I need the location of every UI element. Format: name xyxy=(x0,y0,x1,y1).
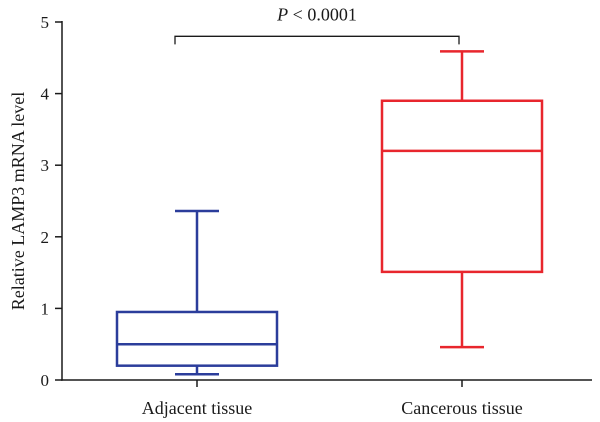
y-ticks: 0 1 2 3 4 5 xyxy=(41,13,62,390)
y-tick-label: 2 xyxy=(41,228,50,247)
y-tick-label: 5 xyxy=(41,13,50,32)
box-group xyxy=(115,209,279,376)
x-axis: Adjacent tissue Cancerous tissue xyxy=(61,379,592,418)
p-value-label: P < 0.0001 xyxy=(276,4,357,24)
boxes xyxy=(115,50,544,376)
box-iqr xyxy=(380,99,544,274)
y-tick-label: 1 xyxy=(41,299,50,318)
x-tick-label: Adjacent tissue xyxy=(142,398,252,418)
y-tick-label: 4 xyxy=(41,85,50,104)
y-axis: 0 1 2 3 4 5 Relative LAMP3 mRNA level xyxy=(8,13,63,390)
p-value-text: < 0.0001 xyxy=(288,4,357,24)
y-tick-label: 0 xyxy=(41,371,50,390)
x-tick-label: Cancerous tissue xyxy=(401,398,522,418)
p-value-letter: P xyxy=(276,4,288,24)
y-axis-label: Relative LAMP3 mRNA level xyxy=(8,92,28,310)
box-iqr xyxy=(115,310,279,367)
significance-annotation: P < 0.0001 xyxy=(174,4,460,45)
y-tick-label: 3 xyxy=(41,156,50,175)
significance-bracket xyxy=(174,35,460,45)
box-group xyxy=(380,50,544,349)
x-ticks: Adjacent tissue Cancerous tissue xyxy=(142,380,523,418)
